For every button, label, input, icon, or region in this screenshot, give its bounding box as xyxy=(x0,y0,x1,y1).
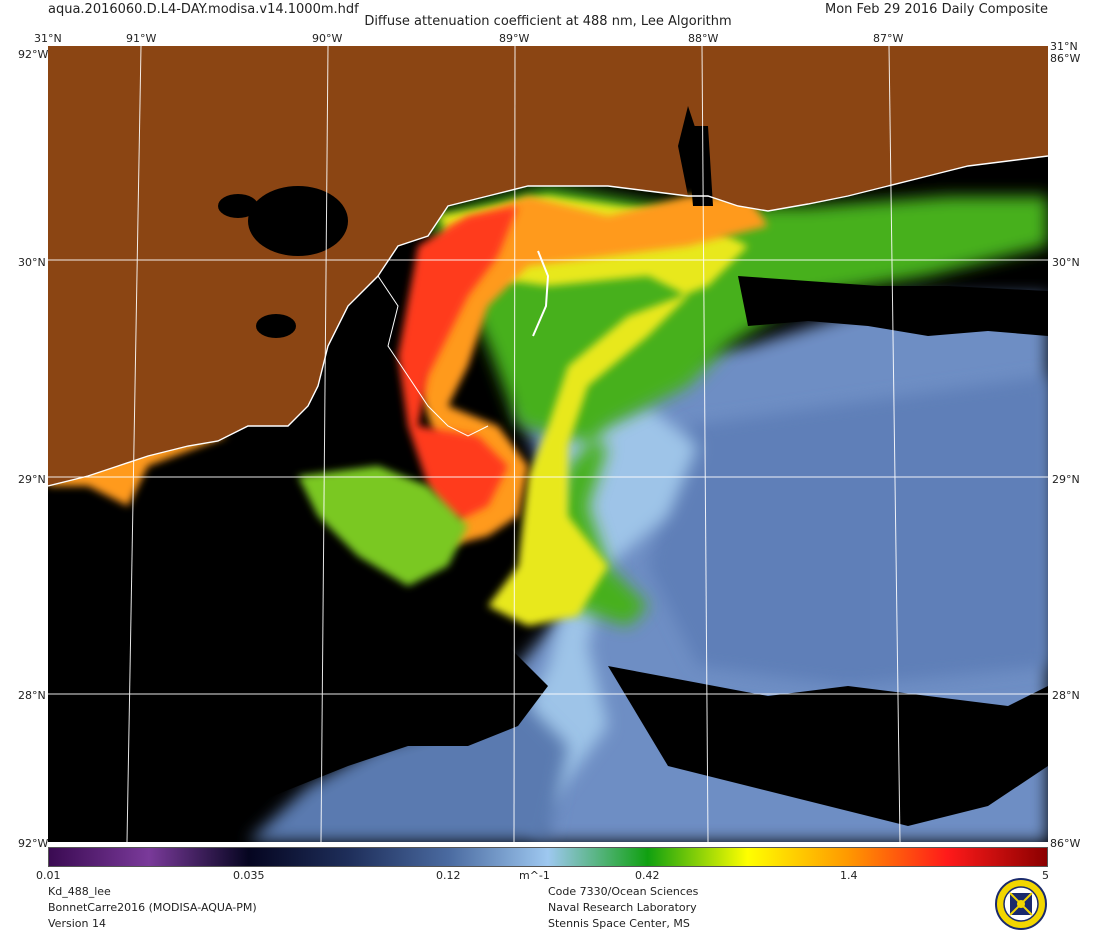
edge-lon-top-left: 92°W xyxy=(18,48,49,61)
edge-lon-bottom-right: 86°W xyxy=(1050,837,1081,850)
lon-label-90w: 90°W xyxy=(312,32,343,45)
kd488-map-image xyxy=(48,46,1048,842)
colorbar-tick-3: 0.42 xyxy=(635,869,660,882)
lat-label-28n-left: 28°N xyxy=(18,689,46,702)
edge-lon-bottom-left: 92°W xyxy=(18,837,49,850)
colorbar-tick-4: 1.4 xyxy=(840,869,858,882)
offshore-water-deep xyxy=(648,376,1048,686)
green-patch-south xyxy=(298,466,468,586)
footer-product-info: Kd_488_lee BonnetCarre2016 (MODISA-AQUA-… xyxy=(48,884,257,932)
lat-label-30n-right: 30°N xyxy=(1052,256,1080,269)
org-name: Naval Research Laboratory xyxy=(548,901,697,914)
nrl-seal-icon xyxy=(995,878,1047,930)
corner-lat-top-right: 31°N xyxy=(1050,40,1078,53)
map-title: Diffuse attenuation coefficient at 488 n… xyxy=(364,14,732,29)
lat-label-29n-right: 29°N xyxy=(1052,473,1080,486)
lake-small-1 xyxy=(256,314,296,338)
edge-lon-top-right: 86°W xyxy=(1050,52,1081,65)
mobile-bay xyxy=(686,126,713,206)
coastline xyxy=(48,155,1048,487)
lat-label-30n-left: 30°N xyxy=(18,256,46,269)
lon-label-89w: 89°W xyxy=(499,32,530,45)
graticule xyxy=(48,46,1048,842)
lon-label-87w: 87°W xyxy=(873,32,904,45)
chandeleur-islands xyxy=(532,250,550,337)
colorbar-tick-0: 0.01 xyxy=(36,869,61,882)
colorbar-tick-2: 0.12 xyxy=(436,869,461,882)
turbid-orange-zone xyxy=(418,196,768,546)
lake-pontchartrain xyxy=(248,186,348,256)
cloud-patch-sw xyxy=(248,636,548,806)
lon-label-91w: 91°W xyxy=(126,32,157,45)
lat-label-28n-right: 28°N xyxy=(1052,689,1080,702)
org-code: Code 7330/Ocean Sciences xyxy=(548,885,699,898)
org-location: Stennis Space Center, MS xyxy=(548,917,690,930)
lon-label-88w: 88°W xyxy=(688,32,719,45)
turbid-green-zone xyxy=(428,186,1048,626)
corner-lat-top-left: 31°N xyxy=(34,32,62,45)
satellite-map xyxy=(48,46,1048,842)
colorbar-tick-5: 5 xyxy=(1042,869,1049,882)
land-mass xyxy=(48,46,1048,486)
lat-label-29n-left: 29°N xyxy=(18,473,46,486)
product-variable: Kd_488_lee xyxy=(48,885,111,898)
turbid-red-zone xyxy=(398,206,518,526)
footer-organization: Code 7330/Ocean Sciences Naval Research … xyxy=(548,884,698,932)
product-version: Version 14 xyxy=(48,917,106,930)
colorbar-tick-1: 0.035 xyxy=(233,869,265,882)
product-dataset: BonnetCarre2016 (MODISA-AQUA-PM) xyxy=(48,901,257,914)
cloud-patch-south xyxy=(608,666,1048,826)
colorbar xyxy=(48,847,1048,867)
colorbar-unit: m^-1 xyxy=(519,869,550,882)
composite-date: Mon Feb 29 2016 Daily Composite xyxy=(825,2,1048,17)
turbid-yellow-zone xyxy=(438,196,748,626)
file-name: aqua.2016060.D.L4-DAY.modisa.v14.1000m.h… xyxy=(48,2,359,17)
delta-coast xyxy=(377,275,489,437)
lake-maurepas xyxy=(218,194,258,218)
